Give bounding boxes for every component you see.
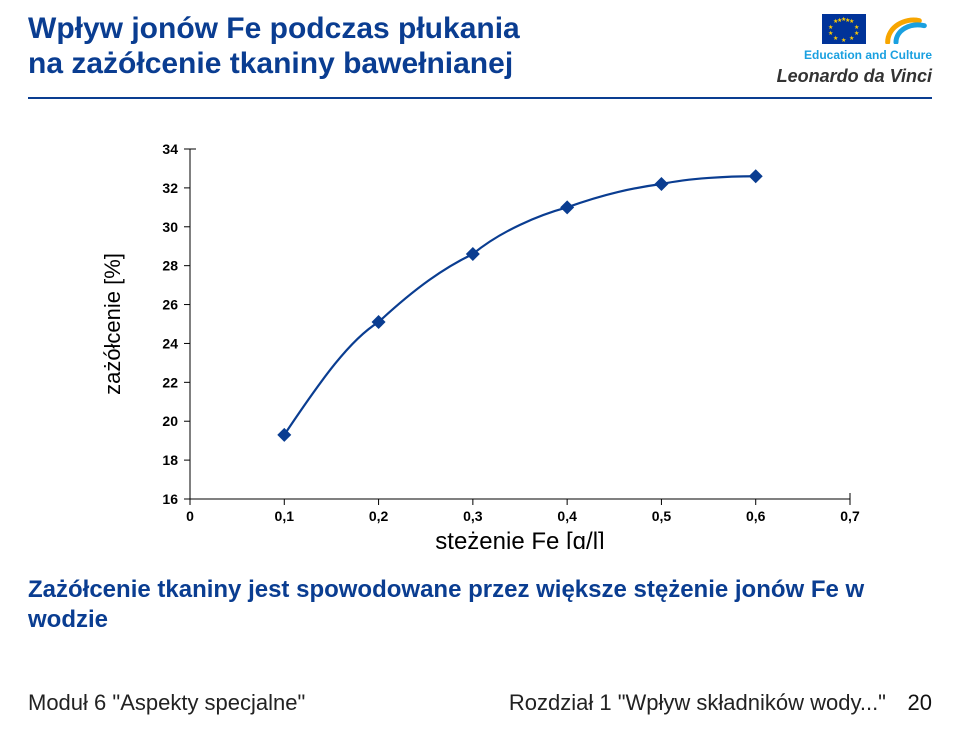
svg-text:zażółcenie [%]: zażółcenie [%] [100,253,125,395]
svg-text:18: 18 [162,452,178,468]
logo-block: ★ ★ ★ ★ ★ ★ ★ ★ ★ ★ ★ ★ Educ [777,12,932,87]
title-line-2: na zażółcenie tkaniny bawełnianej [28,47,520,82]
svg-text:32: 32 [162,180,178,196]
eu-flag-icon: ★ ★ ★ ★ ★ ★ ★ ★ ★ ★ ★ ★ [822,14,866,44]
caption-line-2: wodzie [28,605,932,635]
ldv-text: Leonardo da Vinci [777,66,932,87]
svg-text:0,6: 0,6 [746,508,766,524]
chart: 16 18 20 22 24 26 28 30 32 34 0 0,1 0,2 0,3 0,4 0,5 0,6 0… [80,129,880,549]
svg-text:0,3: 0,3 [463,508,483,524]
footer: Moduł 6 "Aspekty specjalne" Rozdział 1 "… [28,690,932,716]
caption: Zażółcenie tkaniny jest spowodowane prze… [28,575,932,635]
svg-text:28: 28 [162,258,178,274]
title-line-1: Wpływ jonów Fe podczas płukania [28,12,520,47]
caption-line-1: Zażółcenie tkaniny jest spowodowane prze… [28,575,932,605]
edu-culture-text: Education and Culture [804,48,932,62]
svg-text:stężenie Fe [g/l]: stężenie Fe [g/l] [435,528,604,549]
svg-text:0,4: 0,4 [557,508,577,524]
header-rule [28,97,932,99]
ldv-arcs-icon [880,14,932,44]
title-block: Wpływ jonów Fe podczas płukania na zażół… [28,12,520,81]
svg-text:30: 30 [162,219,178,235]
svg-text:0,5: 0,5 [652,508,672,524]
svg-text:26: 26 [162,297,178,313]
svg-text:0: 0 [186,508,194,524]
svg-text:0,7: 0,7 [840,508,860,524]
svg-text:34: 34 [162,141,178,157]
footer-left: Moduł 6 "Aspekty specjalne" [28,690,305,716]
chart-wrap: 16 18 20 22 24 26 28 30 32 34 0 0,1 0,2 0,3 0,4 0,5 0,6 0… [80,129,880,549]
svg-text:20: 20 [162,413,178,429]
svg-text:0,1: 0,1 [275,508,295,524]
logo-row: ★ ★ ★ ★ ★ ★ ★ ★ ★ ★ ★ ★ [822,14,932,44]
svg-text:16: 16 [162,491,178,507]
page-number: 20 [898,690,932,716]
svg-text:24: 24 [162,335,178,351]
header: Wpływ jonów Fe podczas płukania na zażół… [28,12,932,87]
ldv-line: Leonardo da Vinci [777,66,932,87]
svg-text:22: 22 [162,374,178,390]
svg-text:0,2: 0,2 [369,508,389,524]
footer-right: Rozdział 1 "Wpływ składników wody..." [509,690,886,716]
